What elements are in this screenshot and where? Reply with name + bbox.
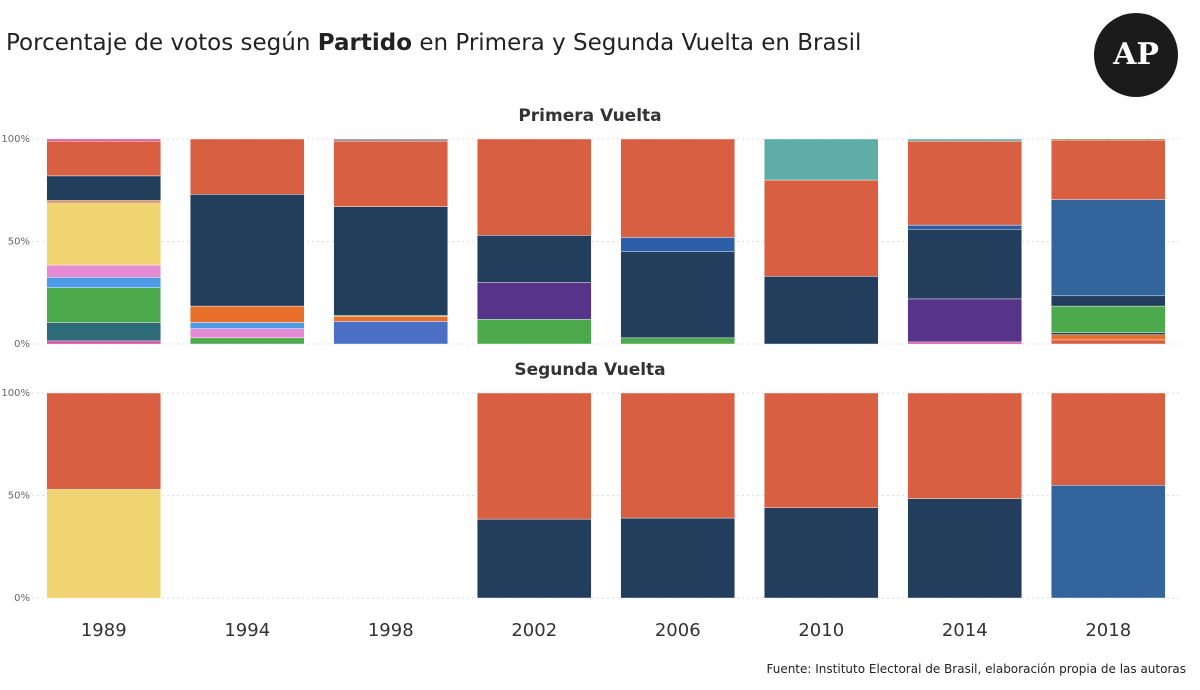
x-tick-label: 2014 [942, 620, 988, 641]
bar-segment [190, 305, 305, 323]
bar-segment [620, 138, 735, 238]
bar-segment [907, 341, 1022, 345]
bar-segment [46, 203, 161, 266]
bar-segment [46, 175, 161, 201]
bar-segment [764, 507, 879, 599]
x-tick-label: 2010 [798, 620, 844, 641]
subtitle: Segunda Vuelta [514, 360, 665, 380]
bar-segment [477, 319, 592, 345]
bar-segment [46, 200, 161, 204]
chart-title: Porcentaje de votos según Partido en Pri… [6, 30, 861, 56]
bar-segment [907, 228, 1022, 300]
bar-segment [477, 138, 592, 236]
bar-segment [46, 322, 161, 342]
bar-segment [333, 321, 448, 345]
bar-segment [620, 237, 735, 252]
bar-segment [1051, 139, 1166, 200]
title-text: Porcentaje de votos según [6, 30, 311, 56]
subtitle: Primera Vuelta [518, 106, 661, 126]
bar-segment [477, 282, 592, 320]
bar-segment [333, 138, 448, 142]
x-tick-label: 2018 [1085, 620, 1131, 641]
bar-segment [190, 194, 305, 307]
bar-segment [333, 316, 448, 322]
bar-segment [907, 224, 1022, 230]
y-tick-label: 0% [14, 339, 30, 350]
bar-segment [1051, 485, 1166, 599]
bar-segment [477, 235, 592, 283]
bar-segment [764, 138, 879, 181]
bar-segment [907, 498, 1022, 599]
logo: AP [1094, 13, 1178, 97]
title-bold: Partido [317, 30, 412, 56]
bar-segment [190, 322, 305, 329]
bar-segment [620, 251, 735, 339]
bar-segment [46, 138, 161, 142]
bar-segment [907, 392, 1022, 499]
bar-segment [620, 337, 735, 345]
bar-segment [764, 392, 879, 509]
bar-segment [620, 392, 735, 519]
title-text: en Primera y Segunda Vuelta en Brasil [419, 30, 862, 56]
y-tick-label: 50% [8, 237, 30, 248]
bar-segment [333, 206, 448, 316]
bar-segment [46, 340, 161, 345]
bar-segment [1051, 332, 1166, 335]
bar-segment [1051, 339, 1166, 345]
bar-segment [907, 138, 1022, 142]
bar-segment [333, 140, 448, 207]
bar-segment [620, 517, 735, 599]
bar-segment [190, 138, 305, 195]
y-tick-label: 50% [8, 491, 30, 502]
source-note: Fuente: Instituto Electoral de Brasil, e… [766, 662, 1186, 676]
bar-segment [46, 489, 161, 599]
bar-segment [764, 276, 879, 345]
bar-segment [190, 328, 305, 339]
bar-segment [46, 264, 161, 278]
x-tick-label: 2006 [655, 620, 701, 641]
x-tick-label: 2002 [511, 620, 557, 641]
bar-segment [1051, 295, 1166, 307]
bar-segment [46, 392, 161, 490]
bar-segment [46, 277, 161, 288]
bar-segment [46, 140, 161, 177]
bar-segment [477, 518, 592, 599]
bar-segment [1051, 138, 1166, 141]
bar-segment [764, 179, 879, 277]
y-tick-label: 100% [1, 388, 30, 399]
y-tick-label: 100% [1, 134, 30, 145]
bar-segment [190, 337, 305, 345]
bar-segment [1051, 199, 1166, 297]
bar-segment [477, 392, 592, 520]
bar-segment [46, 287, 161, 323]
bar-segment [1051, 334, 1166, 341]
x-tick-label: 1989 [81, 620, 127, 641]
bar-segment [907, 298, 1022, 343]
bar-segment [907, 140, 1022, 226]
x-tick-label: 1998 [368, 620, 414, 641]
bar-segment [1051, 305, 1166, 333]
y-tick-label: 0% [14, 593, 30, 604]
bar-segment [1051, 392, 1166, 486]
x-tick-label: 1994 [224, 620, 270, 641]
